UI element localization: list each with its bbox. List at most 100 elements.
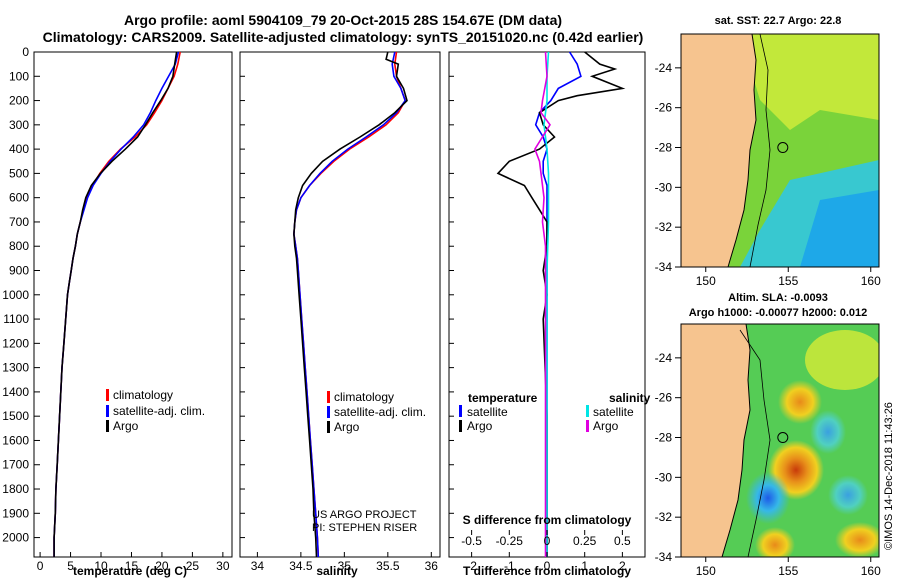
x-tick-label: 34.5 [289,559,313,573]
legend-satellite-swatch [327,406,330,418]
figure-title-line2: Climatology: CARS2009. Satellite-adjuste… [43,29,644,45]
legend-t-argo-swatch [459,420,462,432]
map-lon-label: 160 [861,274,881,288]
legend-t-satellite-swatch [459,405,462,417]
legend-satellite-label: satellite-adj. clim. [334,405,426,419]
sst-isobath [749,34,771,267]
x-tick-label: 35.5 [376,559,400,573]
salinity-legend: climatology satellite-adj. clim. Argo [327,390,426,434]
legend-argo-swatch [106,420,109,432]
credit-pi: PI: STEPHEN RISER [312,522,417,534]
x-tick-label: 5 [67,559,74,573]
sla-map: Altim. SLA: -0.0093 Argo h1000: -0.00077… [655,292,881,578]
legend-argo-swatch [327,421,330,433]
map-lon-label: 160 [861,564,881,578]
s-diff-tick-label: -0.5 [461,534,482,548]
depth-tick-label: 1900 [2,506,29,520]
series-line-salinity-satellite [543,51,550,557]
sla-high-ne [805,330,879,390]
t-diff-tick-label: 2 [619,559,626,573]
legend-s-satellite-swatch [586,405,589,417]
map-lon-label: 150 [696,274,716,288]
difference-panel: -2 -1 0 1 2 -0.5 -0.25 0 0.25 0.5 T difference f… [448,51,651,578]
salinity-x-ticks: 34 34.5 35 35.5 36 [240,51,439,573]
credit-project: US ARGO PROJECT [312,509,417,521]
x-tick-label: 25 [186,559,200,573]
depth-tick-label: 1600 [2,433,29,447]
sst-float-location-marker [777,142,789,154]
sla-eddy-cold-east [828,475,868,515]
sla-field [681,324,879,557]
s-diff-tick-label: -0.25 [496,534,524,548]
legend-climatology-swatch [106,389,109,401]
map-lat-label: -34 [655,550,673,564]
temperature-x-label: temperature (deg C) [73,564,187,578]
sst-map: sat. SST: 22.7 Argo: 22.8 -24 -26 -28 -30 -3… [655,15,881,288]
depth-tick-label: 1100 [3,312,29,326]
depth-tick-label: 1000 [2,288,29,302]
legend-argo-label: Argo [334,420,360,434]
map-lat-label: -24 [655,351,673,365]
depth-tick-label: 1300 [2,361,29,375]
legend-temperature-heading: temperature [468,391,538,405]
legend-salinity-heading: salinity [609,391,651,405]
temperature-x-ticks: 0 5 10 15 20 25 30 [37,552,230,573]
temperature-panel: 0 5 10 15 20 25 30 0 100 200 300 400 500 600 700 800 90… [2,45,233,578]
map-lon-label: 150 [696,564,716,578]
legend-climatology-label: climatology [113,388,173,402]
depth-tick-label: 300 [9,118,29,132]
legend-climatology-label: climatology [334,390,394,404]
legend-t-argo-label: Argo [467,419,493,433]
map-lat-label: -26 [655,101,673,115]
legend-t-satellite-label: satellite [467,405,508,419]
x-tick-label: 15 [125,559,139,573]
sla-float-location-marker [777,432,789,444]
t-diff-tick-label: 1 [581,559,588,573]
series-line-salinity-argo [534,51,551,557]
figure-title-line1: Argo profile: aoml 5904109_79 20-Oct-201… [124,12,562,28]
difference-legend: temperature salinity satellite Argo sate… [459,391,651,433]
depth-tick-label: 100 [9,69,29,83]
difference-x-ticks: -2 -1 0 1 2 [449,51,626,573]
map-lon-label: 155 [778,274,798,288]
difference-lines [496,51,626,557]
depth-tick-label: 1500 [2,409,29,423]
map-lat-label: -24 [655,61,673,75]
t-diff-tick-label: -2 [466,559,477,573]
sst-coastline [727,34,757,267]
map-lon-label: 155 [778,564,798,578]
sst-y-ticks: -24 -26 -28 -30 -32 -34 [655,61,681,274]
depth-axis-ticks: 0 100 200 300 400 500 600 700 800 900 1000 1100 1200… [2,45,40,545]
map-lat-label: -30 [655,470,673,484]
sst-warm-band [740,34,879,130]
t-diff-tick-label: 0 [544,559,551,573]
sla-x-ticks: 150 155 160 [696,557,881,578]
legend-satellite-swatch [106,405,109,417]
sst-x-ticks: 150 155 160 [696,267,881,288]
sst-land [681,34,756,267]
depth-tick-label: 1700 [2,458,29,472]
map-lat-label: -26 [655,391,673,405]
salinity-plot-frame [239,51,441,558]
map-lat-label: -34 [655,260,673,274]
sla-eddy-warm-north [778,380,822,424]
sla-map-title2: Argo h1000: -0.00077 h2000: 0.012 [689,307,868,319]
legend-argo-label: Argo [113,419,139,433]
s-difference-label: S difference from climatology [463,513,632,527]
map-lat-label: -32 [655,510,673,524]
x-tick-label: 35 [338,559,352,573]
depth-tick-label: 700 [9,215,29,229]
depth-tick-label: 1400 [2,385,29,399]
map-lat-label: -28 [655,431,673,445]
sla-isobath [739,329,771,557]
temperature-legend: climatology satellite-adj. clim. Argo [106,388,205,433]
s-diff-tick-label: 0.25 [573,534,597,548]
depth-tick-label: 200 [9,94,29,108]
x-tick-label: 20 [155,559,169,573]
x-tick-label: 36 [425,559,439,573]
sla-y-ticks: -24 -26 -28 -30 -32 -34 [655,351,681,564]
map-lat-label: -32 [655,220,673,234]
sla-eddy-warm-se [835,522,879,557]
sst-field [681,34,879,267]
sst-map-frame [680,33,880,268]
